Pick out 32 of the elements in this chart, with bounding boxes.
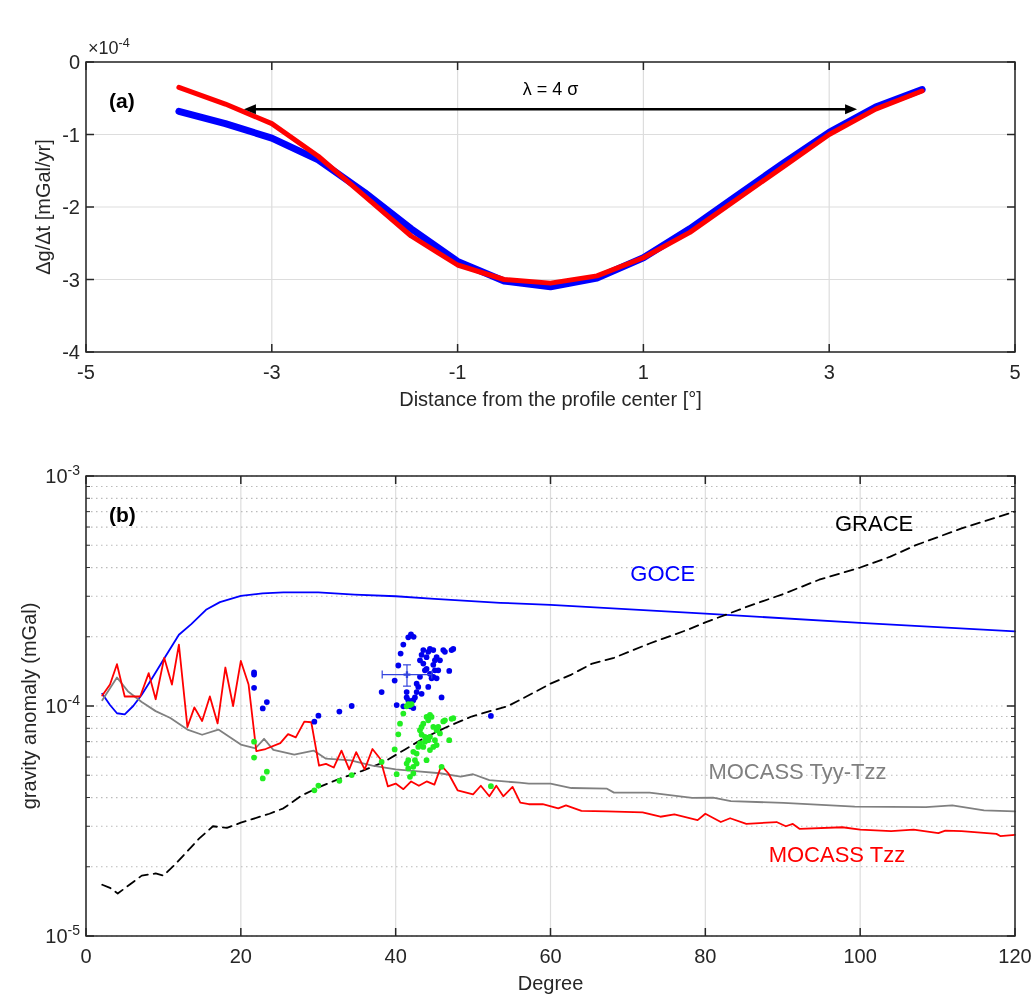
series-label: MOCASS Tzz <box>768 842 906 868</box>
y-tick-label: 10$^{-5}$ <box>45 922 81 947</box>
text: ×10$^{-4}$ <box>88 36 130 58</box>
x-tick-label: 100 <box>843 945 877 967</box>
x-tick-label: 1 <box>637 361 649 383</box>
x-tick-label: 40 <box>384 945 407 967</box>
x-tick-label: -5 <box>77 361 95 383</box>
y-tick-label: -2 <box>62 196 80 218</box>
x-tick-label: 80 <box>694 945 717 967</box>
y-tick-label: -4 <box>62 341 80 363</box>
series-label: MOCASS Tyy-Tzz <box>708 759 887 785</box>
x-axis-title: Distance from the profile center [°] <box>399 388 702 410</box>
y-tick-label: 10$^{-4}$ <box>45 692 81 717</box>
series-label: GOCE <box>630 560 696 586</box>
y-tick-label: -3 <box>62 268 80 291</box>
annotation: λ = 4 σ <box>522 79 579 99</box>
x-tick-label: 5 <box>1009 361 1021 383</box>
y-tick-label: -1 <box>62 123 80 146</box>
y-tick-label: 0 <box>68 51 80 73</box>
annotation: (b) <box>109 503 136 526</box>
x-tick-label: -3 <box>262 361 281 383</box>
x-tick-label: 60 <box>539 945 562 967</box>
y-tick-label: 10$^{-3}$ <box>45 462 81 487</box>
x-tick-label: 20 <box>229 945 252 967</box>
y-axis-title: Δg/Δt [mGal/yr] <box>32 139 54 275</box>
x-tick-label: -1 <box>448 361 467 383</box>
y-axis-title: gravity anomaly (mGal) <box>18 602 40 810</box>
x-tick-label: 3 <box>823 361 835 383</box>
series-label: GRACE <box>834 511 914 537</box>
x-axis-title: Degree <box>517 972 584 994</box>
x-tick-label: 120 <box>998 945 1032 967</box>
annotation: (a) <box>109 89 135 112</box>
